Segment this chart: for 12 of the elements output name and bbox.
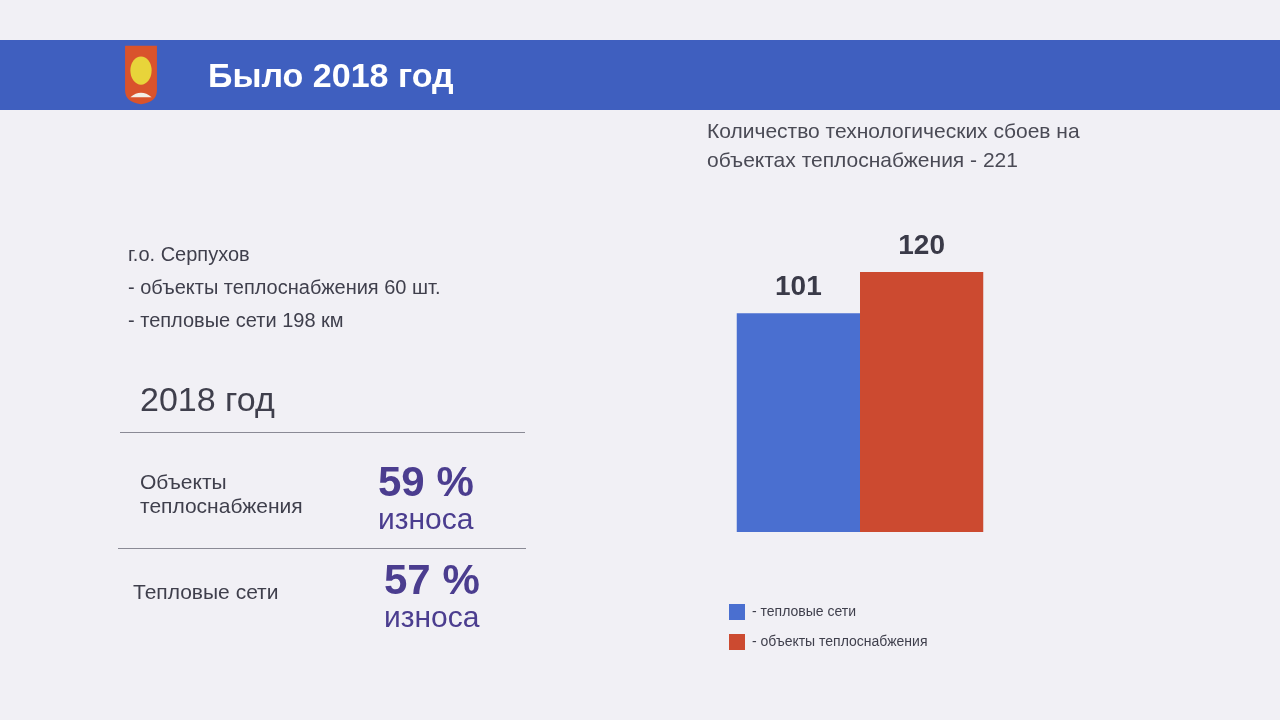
text: Тепловые сети	[133, 580, 279, 605]
text: Объекты теплоснабжения	[140, 470, 304, 519]
data-label: 101	[775, 269, 822, 301]
text: г.о. Серпухов	[128, 243, 250, 266]
legend-label: - тепловые сети	[752, 602, 857, 619]
chart-title: Количество технологических сбоев на объектах теплоснабжения - 221	[707, 118, 1081, 174]
legend-label: - объекты теплоснабжения	[752, 632, 928, 649]
text: Было 2018 год	[208, 56, 454, 96]
text: - тепловые сети 198 км	[128, 309, 344, 332]
text: 2018 год	[140, 380, 275, 420]
data-label: 120	[898, 228, 945, 260]
text: - объекты теплоснабжения 60 шт.	[128, 276, 441, 299]
